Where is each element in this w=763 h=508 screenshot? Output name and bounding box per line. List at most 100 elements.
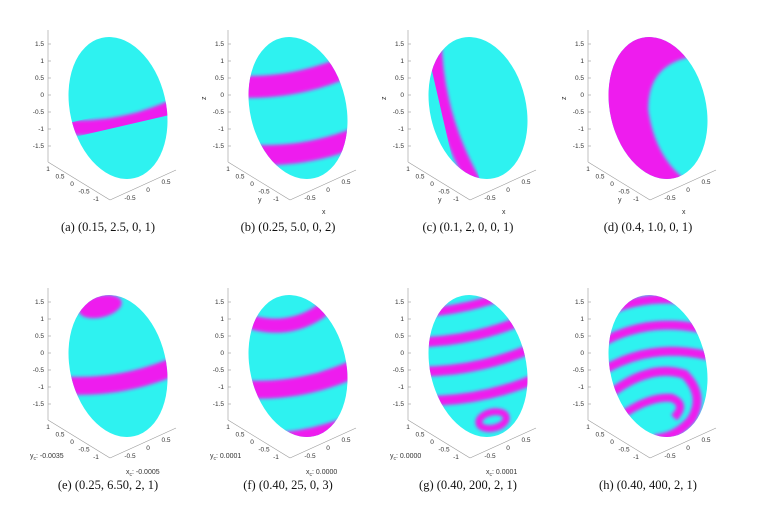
x-tick-label: 0.5 — [521, 437, 530, 444]
z-tick-label: -0.5 — [573, 109, 585, 116]
x-axis-label: xc: 0.0001 — [486, 469, 517, 478]
y-axis-label: y — [258, 197, 262, 204]
axes-box — [407, 288, 537, 459]
magenta-band — [60, 355, 181, 395]
magenta-band — [475, 408, 510, 433]
y-tick-label: -0.5 — [618, 189, 630, 196]
subfigure-caption: (g) (0.40, 200, 2, 1) — [419, 478, 517, 492]
ellipsoid-plot: 1.510.50-0.5-1-1.510.50-0.5-1 -0.500.5yc:… — [30, 288, 181, 478]
axes-box — [587, 288, 717, 459]
z-tick-label: -1 — [578, 384, 584, 391]
subfigure-caption: (c) (0.1, 2, 0, 0, 1) — [422, 220, 514, 234]
x-tick-label: 0 — [506, 187, 510, 194]
z-axis-label: z — [561, 96, 568, 100]
y-tick-label: 0.5 — [415, 174, 424, 181]
subfigure-g: 1.5 1 0.5 0 -0.5 -1 -1.5 1 0.5 0 -0.5 -1 -0.5 0 0.5 yc:… — [378, 280, 558, 505]
z-tick-label: -1 — [38, 126, 44, 133]
x-tick-label: 0 — [326, 445, 330, 452]
y-tick-label: -1 — [273, 454, 279, 461]
y-axis-label: y — [438, 197, 442, 204]
z-tick-label: 0.5 — [215, 75, 224, 82]
axes-box — [47, 288, 177, 459]
magenta-band — [241, 358, 361, 399]
x-axis-label: x — [682, 209, 686, 216]
ellipsoid-plot: 1.510.50-0.5-1-1.510.50-0.5-1 -0.500.5 — [573, 288, 720, 461]
z-tick-label: 1 — [580, 58, 584, 65]
y-tick-label: -0.5 — [438, 447, 450, 454]
z-tick-label: 0 — [220, 92, 224, 99]
y-tick-label: -0.5 — [258, 189, 270, 196]
subfigure-f: 1.5 1 0.5 0 -0.5 -1 -1.5 1 0.5 0 -0.5 -1 -0.5 0 0.5 yc:… — [198, 280, 378, 505]
z-tick-label: 1 — [220, 58, 224, 65]
y-tick-label: 0.5 — [595, 174, 604, 181]
x-axis-label: x — [322, 209, 326, 216]
x-tick-label: -0.5 — [124, 195, 136, 202]
z-tick-label: 0 — [40, 92, 44, 99]
x-tick-label: 0 — [506, 445, 510, 452]
z-axis-label: z — [201, 96, 208, 100]
y-tick-label: -1 — [453, 454, 459, 461]
z-tick-label: 1 — [40, 58, 44, 65]
z-tick-label: 0 — [220, 350, 224, 357]
z-tick-label: 1.5 — [575, 299, 584, 306]
z-tick-label: -1.5 — [213, 143, 225, 150]
magenta-band — [601, 366, 702, 444]
z-tick-label: -1.5 — [33, 401, 45, 408]
z-tick-label: -1 — [218, 384, 224, 391]
y-tick-label: 0 — [70, 181, 74, 188]
axes-box — [227, 30, 357, 201]
y-tick-label: 1 — [46, 166, 50, 173]
y-tick-label: 1 — [226, 424, 230, 431]
axes-box — [227, 288, 357, 459]
x-tick-label: 0.5 — [521, 179, 530, 186]
ellipsoid-surface — [235, 37, 361, 179]
y-tick-label: 0 — [610, 439, 614, 446]
z-tick-label: 0 — [400, 350, 404, 357]
y-tick-label: 0.5 — [235, 432, 244, 439]
z-tick-label: 1 — [580, 316, 584, 323]
z-tick-label: -1.5 — [393, 401, 405, 408]
subfigure-caption: (e) (0.25, 6.50, 2, 1) — [57, 478, 159, 492]
x-tick-label: 0 — [326, 187, 330, 194]
y-tick-label: -0.5 — [258, 447, 270, 454]
y-tick-label: 0 — [430, 181, 434, 188]
x-tick-label: -0.5 — [304, 453, 316, 460]
subfigure-c: 1.5 1 0.5 0 -0.5 -1 -1.5 1 0.5 0 -0.5 -1 -0.5 0 0.5 z y x… — [378, 22, 558, 247]
axes-box — [587, 30, 717, 201]
subfigure-e: 1.5 1 0.5 0 -0.5 -1 -1.5 1 0.5 0 -0.5 -1 -0.5 0 0.5 yc:… — [18, 280, 198, 505]
x-tick-label: 0 — [686, 445, 690, 452]
z-tick-label: -1.5 — [213, 401, 225, 408]
y-tick-label: 0.5 — [55, 432, 64, 439]
z-tick-label: 1.5 — [35, 299, 44, 306]
ellipsoid-plot: 1.510.50-0.5-1-1.510.50-0.5-1 -0.500.5 — [33, 30, 181, 203]
z-tick-label: 0.5 — [35, 75, 44, 82]
x-tick-label: 0 — [146, 187, 150, 194]
z-tick-label: 1 — [400, 316, 404, 323]
y-tick-label: -1 — [93, 196, 99, 203]
z-tick-label: 1.5 — [215, 299, 224, 306]
x-tick-label: 0.5 — [161, 437, 170, 444]
z-tick-label: 0.5 — [575, 333, 584, 340]
y-tick-label: -1 — [633, 454, 639, 461]
x-tick-label: -0.5 — [664, 195, 676, 202]
z-tick-label: 1.5 — [215, 41, 224, 48]
subfigure-caption: (h) (0.40, 400, 2, 1) — [599, 478, 697, 492]
y-tick-label: 1 — [586, 424, 590, 431]
y-tick-label: -0.5 — [618, 447, 630, 454]
ellipsoid-surface — [415, 285, 541, 437]
subfigure-b: 1.5 1 0.5 0 -0.5 -1 -1.5 1 0.5 0 -0.5 -1 -0.5 0 0.5 z y x… — [198, 22, 378, 247]
subfigure-caption: (f) (0.40, 25, 0, 3) — [243, 478, 333, 492]
z-tick-label: 0.5 — [395, 75, 404, 82]
z-tick-label: 1 — [40, 316, 44, 323]
y-tick-label: 0.5 — [235, 174, 244, 181]
y-axis-label: yc: 0.0001 — [210, 453, 241, 462]
y-tick-label: -0.5 — [78, 189, 90, 196]
z-tick-label: -0.5 — [213, 109, 225, 116]
z-tick-label: 0.5 — [575, 75, 584, 82]
z-tick-label: -0.5 — [573, 367, 585, 374]
z-tick-label: -1.5 — [573, 401, 585, 408]
y-tick-label: -0.5 — [438, 189, 450, 196]
z-tick-label: -0.5 — [393, 367, 405, 374]
